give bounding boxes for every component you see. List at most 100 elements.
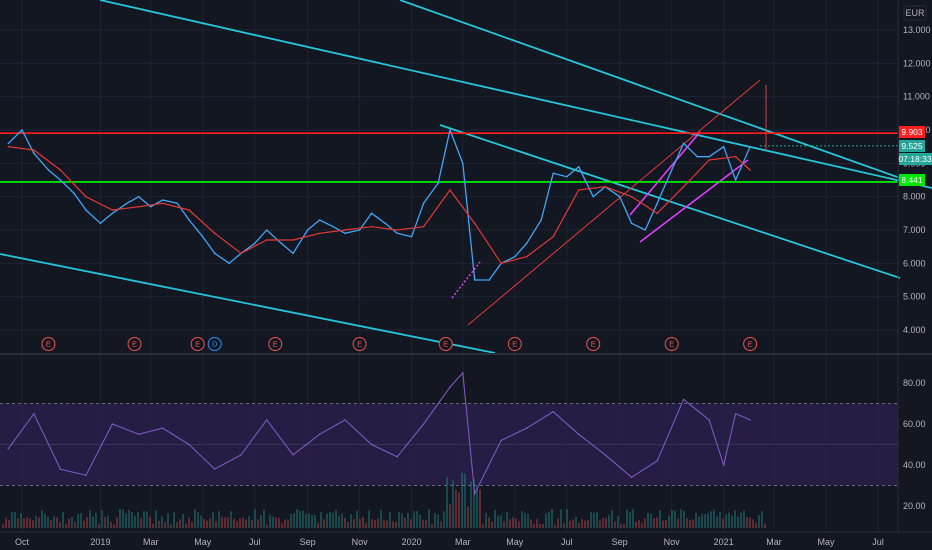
- indicator-tick-label: 60.00: [903, 419, 926, 429]
- volume-bar: [542, 523, 544, 528]
- price-point: [734, 179, 737, 181]
- volume-bar: [476, 486, 478, 528]
- volume-bar: [86, 517, 88, 528]
- volume-bar: [215, 521, 217, 528]
- marker-label: D: [212, 340, 218, 349]
- price-point: [149, 205, 152, 208]
- price-point: [73, 192, 75, 195]
- price-point: [396, 232, 398, 235]
- volume-bar: [47, 516, 49, 528]
- volume-bar: [77, 513, 79, 528]
- earnings-marker[interactable]: E: [507, 337, 522, 351]
- volume-bar: [680, 509, 682, 528]
- moving-average-point: [682, 185, 685, 188]
- volume-bar: [590, 511, 592, 528]
- earnings-marker[interactable]: E: [352, 337, 367, 351]
- volume-bar: [191, 522, 193, 528]
- indicator-point: [461, 371, 464, 374]
- volume-bar: [281, 523, 283, 528]
- earnings-marker[interactable]: E: [127, 337, 142, 351]
- volume-bar: [539, 524, 541, 528]
- volume-bar: [656, 517, 658, 528]
- earnings-marker[interactable]: E: [438, 337, 453, 351]
- volume-bar: [440, 521, 442, 528]
- earnings-marker[interactable]: E: [41, 337, 56, 351]
- magenta-channel-lower[interactable]: [639, 159, 749, 243]
- currency-label[interactable]: EUR: [903, 5, 927, 21]
- volume-bar: [170, 524, 172, 528]
- volume-bar: [14, 511, 16, 528]
- volume-bar: [485, 512, 487, 528]
- volume-bar: [233, 518, 235, 528]
- volume-bar: [131, 511, 133, 528]
- volume-bar: [374, 520, 376, 528]
- trendline-bottom[interactable]: [0, 253, 496, 354]
- price-point: [384, 222, 387, 225]
- time-tick-label: May: [506, 537, 524, 547]
- earnings-marker[interactable]: E: [268, 337, 283, 351]
- indicator-point: [734, 412, 737, 415]
- moving-average-point: [449, 189, 451, 191]
- volume-bar: [515, 518, 517, 528]
- volume-bar: [596, 511, 598, 528]
- volume-bar: [332, 512, 334, 528]
- moving-average-point: [749, 169, 751, 171]
- volume-bar: [254, 509, 256, 528]
- volume-bar: [146, 511, 148, 528]
- drawings[interactable]: [0, 0, 932, 354]
- volume-bar: [173, 512, 175, 528]
- volume-bar: [641, 523, 643, 528]
- volume-bar: [278, 518, 280, 528]
- marker-circle: [507, 337, 522, 351]
- earnings-marker[interactable]: E: [743, 337, 758, 351]
- moving-average-point: [525, 255, 528, 258]
- volume-bar: [209, 518, 211, 528]
- volume-bar: [503, 521, 505, 528]
- dividend-marker[interactable]: D: [207, 337, 222, 351]
- indicator-point: [552, 410, 554, 413]
- volume-bar: [8, 519, 10, 528]
- volume-bar: [65, 523, 67, 528]
- price-point: [461, 162, 464, 165]
- red-channel-lower[interactable]: [467, 79, 761, 326]
- volume-bar: [56, 517, 58, 528]
- volume-bar: [260, 515, 262, 528]
- volume-bar: [395, 522, 397, 528]
- time-axis[interactable]: Oct 2019 Mar May Jul Sep Nov 2020 Mar May Jul Sep No…: [0, 531, 932, 547]
- volume-bar: [758, 514, 760, 528]
- volume-bar: [695, 512, 697, 528]
- moving-average-point: [473, 222, 476, 225]
- magenta-channel-upper[interactable]: [629, 131, 701, 216]
- volume-bar: [239, 518, 241, 528]
- volume-bar: [365, 522, 367, 528]
- volume-bar: [101, 510, 103, 528]
- time-tick-label: Sep: [300, 537, 316, 547]
- volume-bar: [32, 520, 34, 528]
- trendline-mid[interactable]: [399, 0, 901, 179]
- volume-bar: [197, 512, 199, 528]
- volume-bar: [644, 518, 646, 528]
- price-point: [540, 219, 543, 221]
- time-tick-label: Mar: [143, 537, 159, 547]
- volume-bar: [323, 519, 325, 528]
- earnings-marker[interactable]: E: [190, 337, 205, 351]
- indicator-point: [240, 453, 242, 456]
- volume-bar: [728, 512, 730, 528]
- earnings-marker[interactable]: E: [586, 337, 601, 351]
- earnings-marker[interactable]: E: [664, 337, 679, 351]
- volume-bar: [443, 511, 445, 528]
- resistance-badge-text: 9.903: [901, 127, 923, 137]
- trendline-lower-mid[interactable]: [439, 124, 901, 279]
- volume-bar: [629, 511, 631, 528]
- marker-circle: [743, 337, 758, 351]
- trendline-upper[interactable]: [99, 0, 932, 189]
- marker-label: E: [357, 340, 362, 349]
- price-point: [488, 279, 491, 281]
- volume-bar: [698, 516, 700, 528]
- volume-bar: [17, 518, 19, 528]
- volume-bar: [5, 517, 7, 528]
- volume-bar: [305, 513, 307, 528]
- marker-circle: [207, 337, 222, 351]
